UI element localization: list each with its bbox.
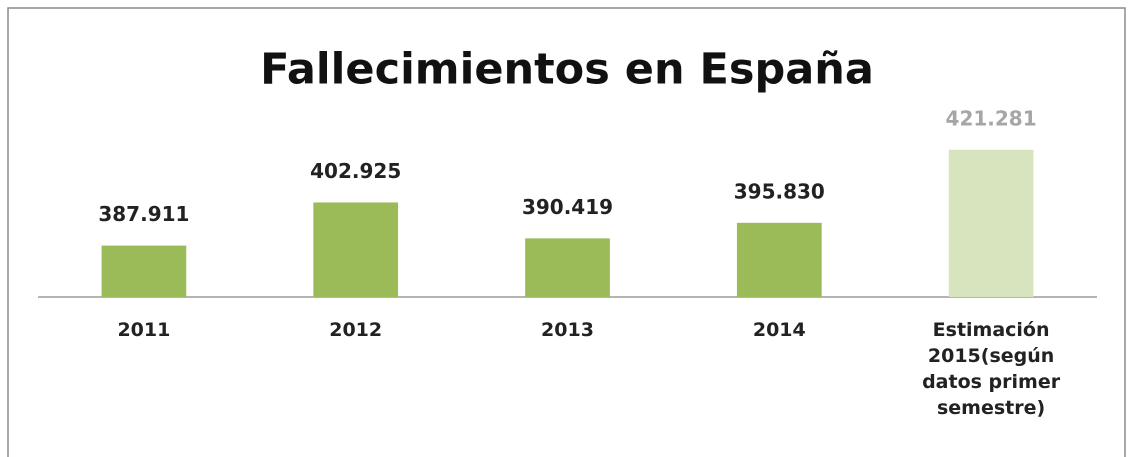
- bar: [313, 202, 399, 297]
- value-label: 421.281: [946, 106, 1037, 130]
- value-label: 395.830: [734, 179, 825, 203]
- x-tick-label: 2014: [752, 319, 806, 341]
- bar: [736, 222, 822, 297]
- chart-border: [7, 7, 1126, 457]
- value-label: 387.911: [98, 202, 189, 226]
- x-tick-label: Estimación 2015(según datos primer semes…: [922, 319, 1061, 419]
- x-tick-label: 2011: [117, 319, 171, 341]
- x-tick-label: 2012: [329, 319, 383, 341]
- x-tick-label: 2013: [541, 319, 594, 341]
- bar: [948, 149, 1034, 297]
- value-label: 402.925: [310, 159, 401, 183]
- bar: [525, 238, 610, 297]
- value-label: 390.419: [522, 195, 613, 219]
- bar: [101, 245, 187, 297]
- chart-title: Fallecimientos en España: [260, 45, 874, 95]
